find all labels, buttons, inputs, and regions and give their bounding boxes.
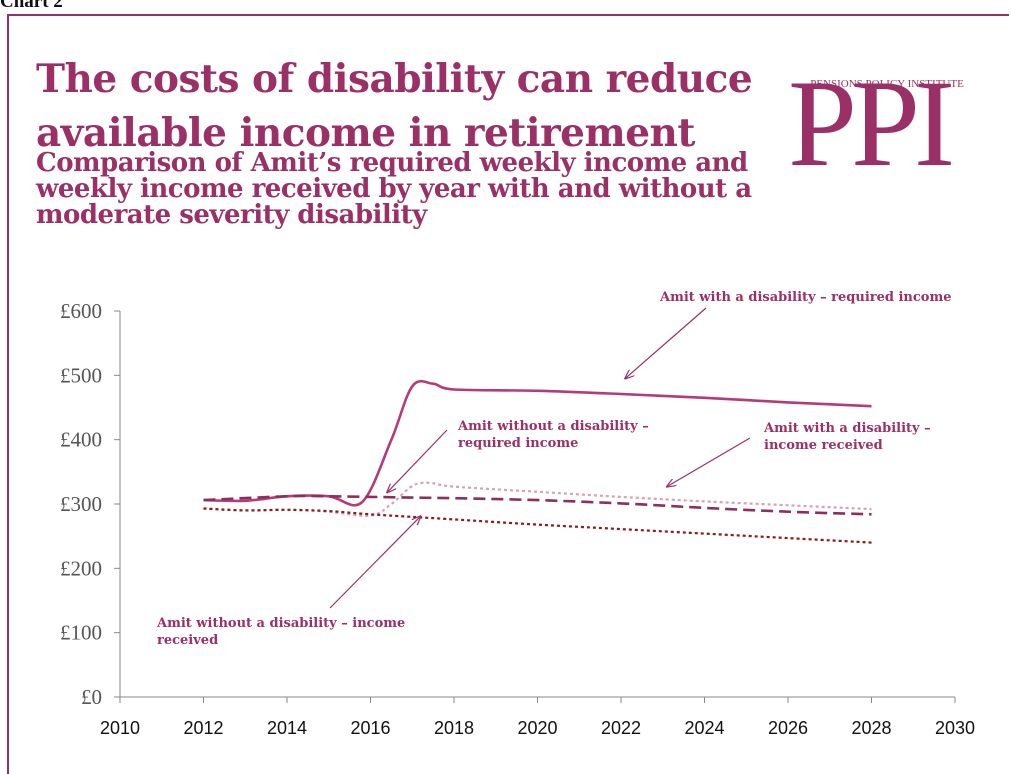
series-line-amit-without-a-disability-income-received	[203, 507, 872, 544]
chart-frame	[7, 14, 1009, 774]
annotation-ann2: Amit without a disability – required inco…	[387, 419, 649, 492]
annotation-ann4: Amit without a disability – income receiv…	[156, 516, 421, 648]
x-tick-label: 2030	[935, 718, 975, 738]
x-tick-label: 2024	[684, 718, 724, 738]
series-line-amit-with-a-disability-income-received	[203, 494, 872, 516]
x-tick-label: 2010	[100, 718, 140, 738]
x-tick-label: 2014	[267, 718, 307, 738]
x-tick-label: 2028	[851, 718, 891, 738]
x-tick-label: 2020	[517, 718, 557, 738]
page-label: Chart 2	[0, 0, 63, 12]
annotation-label: Amit with a disability –	[763, 421, 931, 436]
annotation-label: required income	[458, 436, 578, 451]
annotation-label: income received	[764, 438, 883, 453]
x-tick-label: 2022	[601, 718, 641, 738]
annotation-arrow	[667, 437, 751, 487]
y-tick-label: £100	[60, 621, 102, 645]
y-tick-label: £200	[60, 556, 102, 580]
x-tick-label: 2012	[183, 718, 223, 738]
ppi-logo: PENSIONS POLICY INSTITUTE PPI	[788, 62, 992, 190]
y-tick-label: £0	[81, 685, 102, 709]
y-tick-label: £500	[60, 363, 102, 387]
annotation-ann1: Amit with a disability – required income	[625, 290, 952, 379]
logo-small-text: PENSIONS POLICY INSTITUTE	[810, 78, 964, 90]
annotation-arrow	[387, 429, 448, 492]
annotation-label: received	[157, 633, 218, 648]
chart-title: The costs of disability can reduce avail…	[36, 56, 753, 156]
y-tick-label: £400	[60, 428, 102, 452]
annotation-arrow	[625, 307, 707, 379]
annotation-label: Amit without a disability –	[457, 419, 649, 434]
annotation-ann3: Amit with a disability – income received	[667, 421, 931, 487]
x-tick-label: 2026	[768, 718, 808, 738]
chart-subtitle: Comparison of Amit’s required weekly inc…	[36, 148, 752, 230]
annotation-label: Amit without a disability – income	[156, 616, 405, 631]
logo-big-text: PPI	[788, 55, 955, 192]
annotation-arrow	[329, 516, 421, 609]
annotation-label: Amit with a disability – required income	[659, 290, 952, 305]
x-tick-label: 2018	[434, 718, 474, 738]
x-tick-label: 2016	[350, 718, 390, 738]
y-tick-label: £600	[60, 299, 102, 323]
series-line-amit-without-a-disability-required-income	[203, 481, 872, 517]
y-tick-label: £300	[60, 492, 102, 516]
